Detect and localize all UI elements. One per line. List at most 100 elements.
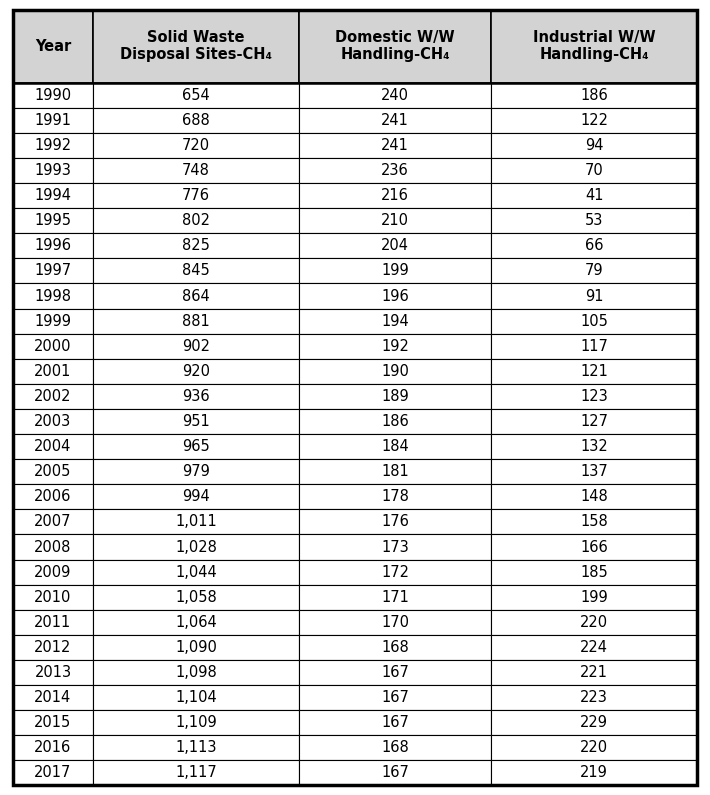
Text: 167: 167 xyxy=(381,665,409,680)
Bar xyxy=(491,760,697,785)
Text: 1,064: 1,064 xyxy=(175,615,217,630)
Text: 1,104: 1,104 xyxy=(175,690,217,705)
Bar xyxy=(13,108,93,133)
Text: 199: 199 xyxy=(580,590,608,605)
Text: 1990: 1990 xyxy=(34,87,72,103)
Bar xyxy=(13,760,93,785)
Bar xyxy=(93,560,299,584)
Text: 184: 184 xyxy=(381,439,409,454)
Bar xyxy=(13,208,93,233)
Text: 2010: 2010 xyxy=(34,590,72,605)
Text: 199: 199 xyxy=(381,263,409,278)
Bar xyxy=(13,534,93,560)
Bar xyxy=(491,434,697,460)
Text: 105: 105 xyxy=(580,313,608,328)
Bar xyxy=(299,560,491,584)
Text: 178: 178 xyxy=(381,489,409,504)
Text: 41: 41 xyxy=(585,188,604,204)
Bar xyxy=(491,560,697,584)
Text: Industrial W/W
Handling-CH₄: Industrial W/W Handling-CH₄ xyxy=(533,30,655,62)
Text: 176: 176 xyxy=(381,514,409,529)
Text: 1993: 1993 xyxy=(35,163,72,178)
Text: 802: 802 xyxy=(182,213,210,228)
Bar xyxy=(491,108,697,133)
Bar xyxy=(299,83,491,108)
Bar xyxy=(299,484,491,510)
Bar xyxy=(491,409,697,434)
Bar xyxy=(93,334,299,359)
Text: 2015: 2015 xyxy=(34,716,72,731)
Text: Year: Year xyxy=(35,39,71,53)
Bar xyxy=(491,610,697,635)
Text: 994: 994 xyxy=(182,489,210,504)
Bar xyxy=(93,409,299,434)
Text: 240: 240 xyxy=(381,87,409,103)
Bar xyxy=(299,359,491,384)
Text: 158: 158 xyxy=(580,514,608,529)
Text: 1992: 1992 xyxy=(34,138,72,153)
Text: 1994: 1994 xyxy=(35,188,72,204)
Text: 920: 920 xyxy=(182,364,210,379)
Text: 2014: 2014 xyxy=(34,690,72,705)
Bar xyxy=(491,710,697,735)
Text: 171: 171 xyxy=(381,590,409,605)
Bar xyxy=(13,735,93,760)
Text: 2001: 2001 xyxy=(34,364,72,379)
Bar xyxy=(13,83,93,108)
Text: 654: 654 xyxy=(182,87,210,103)
Text: 2005: 2005 xyxy=(34,464,72,479)
Bar xyxy=(13,560,93,584)
Bar xyxy=(93,10,299,83)
Bar xyxy=(13,635,93,660)
Bar xyxy=(13,334,93,359)
Bar xyxy=(299,434,491,460)
Bar xyxy=(299,308,491,334)
Text: 216: 216 xyxy=(381,188,409,204)
Text: 720: 720 xyxy=(182,138,210,153)
Text: 776: 776 xyxy=(182,188,210,204)
Text: 166: 166 xyxy=(580,540,608,555)
Bar xyxy=(93,83,299,108)
Bar xyxy=(491,384,697,409)
Bar xyxy=(299,284,491,308)
Text: 845: 845 xyxy=(182,263,210,278)
Text: 2009: 2009 xyxy=(34,564,72,580)
Text: 1995: 1995 xyxy=(35,213,72,228)
Text: 2017: 2017 xyxy=(34,766,72,781)
Bar xyxy=(93,208,299,233)
Text: 1996: 1996 xyxy=(35,238,72,254)
Bar xyxy=(299,660,491,685)
Bar xyxy=(491,183,697,208)
Text: 53: 53 xyxy=(585,213,604,228)
Bar xyxy=(93,384,299,409)
Text: 148: 148 xyxy=(580,489,608,504)
Text: 881: 881 xyxy=(182,313,210,328)
Bar xyxy=(491,10,697,83)
Text: 2007: 2007 xyxy=(34,514,72,529)
Text: 192: 192 xyxy=(381,339,409,354)
Text: 137: 137 xyxy=(580,464,608,479)
Text: 2004: 2004 xyxy=(34,439,72,454)
Bar xyxy=(93,510,299,534)
Text: 70: 70 xyxy=(585,163,604,178)
Text: 196: 196 xyxy=(381,289,409,304)
Text: 2011: 2011 xyxy=(34,615,72,630)
Text: 221: 221 xyxy=(580,665,608,680)
Bar xyxy=(299,108,491,133)
Bar xyxy=(491,133,697,158)
Text: 1999: 1999 xyxy=(35,313,72,328)
Bar xyxy=(93,610,299,635)
Text: 168: 168 xyxy=(381,640,409,655)
Text: 123: 123 xyxy=(580,389,608,404)
Text: 132: 132 xyxy=(580,439,608,454)
Text: 181: 181 xyxy=(381,464,409,479)
Text: 864: 864 xyxy=(182,289,210,304)
Bar xyxy=(93,760,299,785)
Text: 66: 66 xyxy=(585,238,604,254)
Text: 1,044: 1,044 xyxy=(175,564,217,580)
Bar xyxy=(299,409,491,434)
Text: 167: 167 xyxy=(381,690,409,705)
Text: 1,098: 1,098 xyxy=(175,665,217,680)
Text: 688: 688 xyxy=(182,113,210,128)
Bar xyxy=(93,635,299,660)
